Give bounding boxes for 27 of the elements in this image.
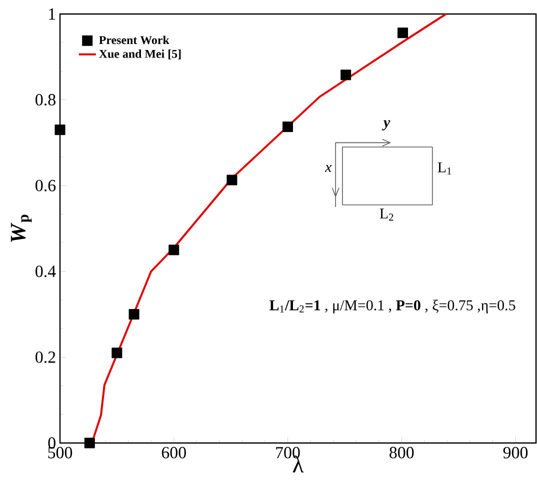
y-axis-title: W$_{p}$	[10, 214, 32, 242]
x-tick-label: 900	[503, 446, 528, 458]
annotation: L$_{1}$/L$_{2}$=1 , μ/M=0.1 , P=0 , ξ=0.75 ,η=0.5	[270, 300, 516, 314]
y-tick-label: 1	[49, 8, 56, 20]
point	[54, 124, 66, 136]
annotation: x	[324, 165, 332, 172]
y-tick-label: 0.8	[36, 94, 56, 106]
x-tick-label: 600	[162, 446, 186, 458]
point	[168, 244, 180, 256]
point	[282, 122, 294, 132]
point	[112, 348, 122, 358]
x-tick-label: 800	[390, 446, 414, 458]
y-tick-label: 0.2	[36, 351, 56, 363]
annotation: y	[382, 120, 390, 130]
legend-label: Present Work	[99, 36, 170, 44]
legend-label: Xue and Mei [5]	[99, 50, 181, 60]
point	[226, 174, 238, 186]
point	[340, 70, 352, 80]
annotation: L$_{2}$	[380, 208, 394, 221]
annotation: L$_{1}$	[438, 162, 452, 174]
point	[128, 309, 140, 320]
y-tick-label: 0.4	[36, 266, 56, 278]
point	[84, 438, 95, 448]
point	[398, 28, 408, 38]
x-tick-label: 500	[48, 446, 72, 458]
y-tick-label: 0.6	[36, 180, 56, 192]
y-tick-label: 0	[48, 437, 56, 449]
